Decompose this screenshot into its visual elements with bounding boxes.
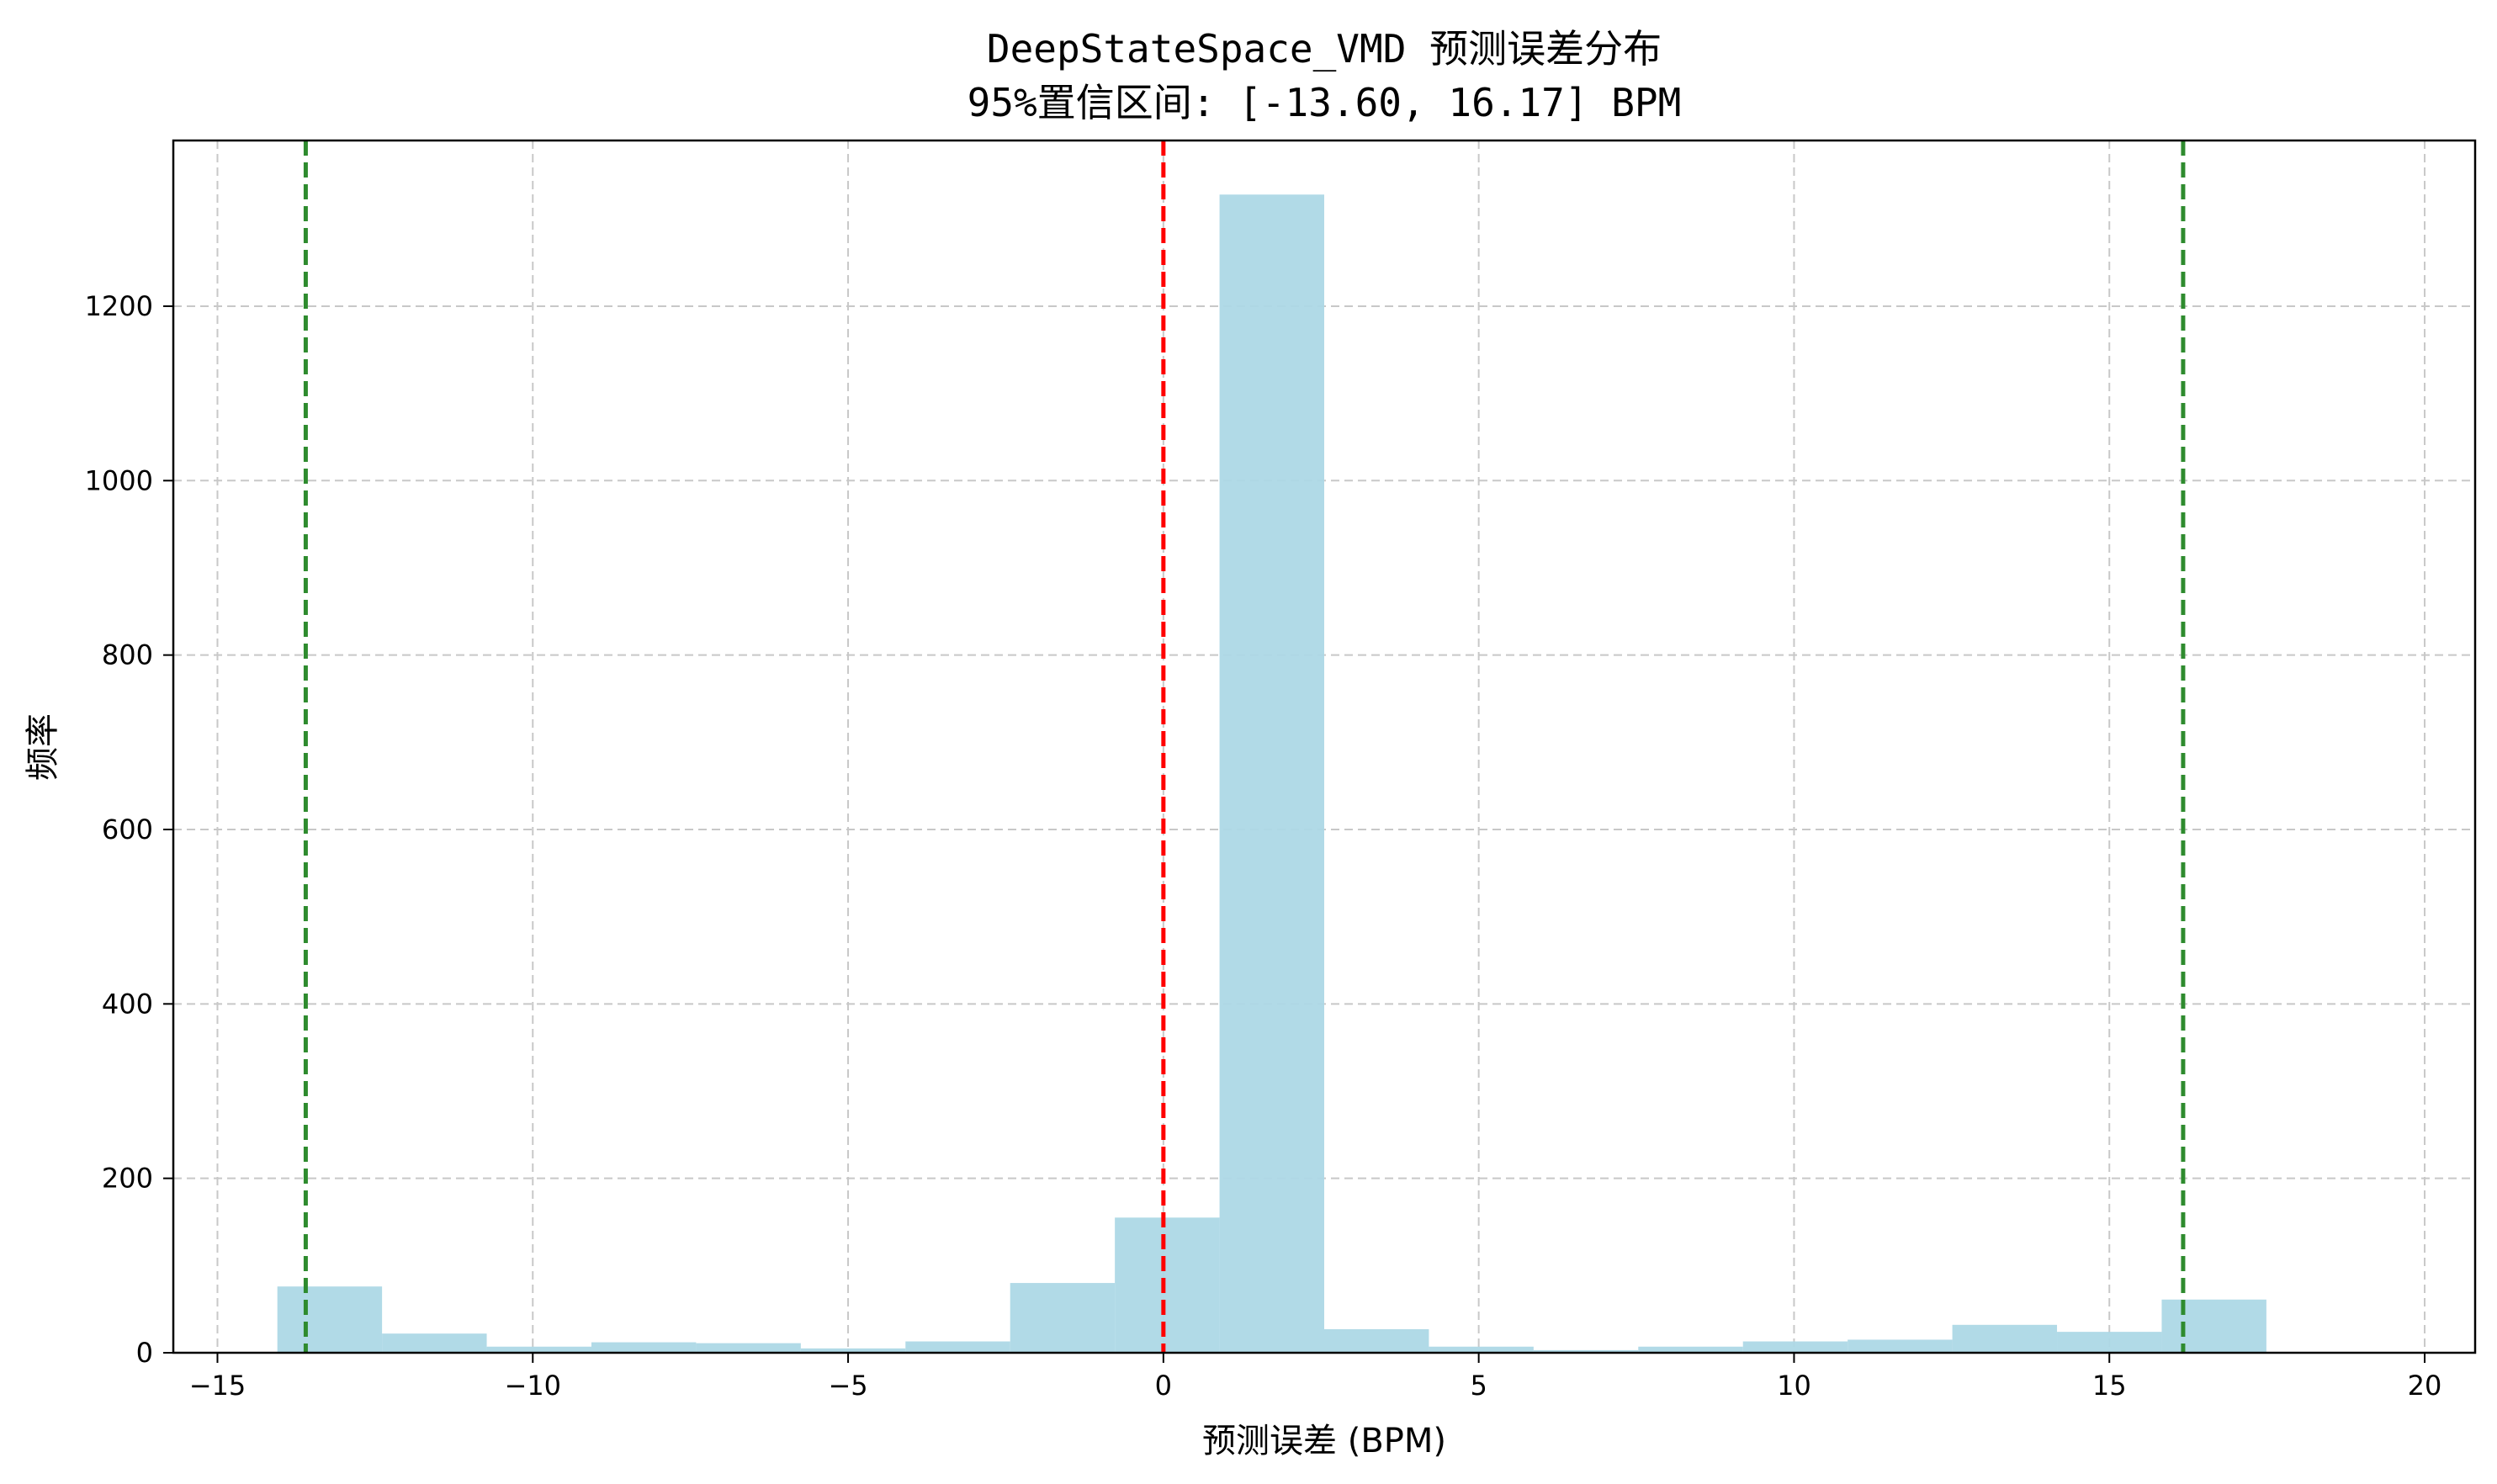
histogram-bar [1219, 194, 1324, 1354]
histogram-bar [800, 1348, 906, 1353]
histogram-bar [696, 1343, 801, 1353]
y-axis-label: 频率 [24, 713, 62, 781]
plot-frame [172, 139, 2477, 1354]
y-tick-label: 0 [136, 1337, 153, 1369]
x-tick-label: 5 [1470, 1370, 1487, 1402]
histogram-bar [2161, 1299, 2266, 1353]
x-tick-label: −15 [189, 1370, 247, 1402]
histogram-bar [1952, 1324, 2058, 1353]
x-tick-label: 0 [1155, 1370, 1172, 1402]
histogram-bar [1742, 1341, 1848, 1353]
chart-subtitle: 95%置信区间: [-13.60, 16.17] BPM [968, 80, 1682, 125]
histogram-bar [1638, 1346, 1743, 1353]
histogram-bar [1324, 1329, 1429, 1353]
histogram-bar [591, 1342, 697, 1353]
histogram-bar [1115, 1217, 1220, 1353]
x-tick-label: 20 [2408, 1370, 2442, 1402]
y-tick-label: 200 [102, 1163, 153, 1195]
histogram-bar [2057, 1332, 2162, 1353]
x-axis-label: 预测误差 (BPM) [1202, 1422, 1446, 1460]
histogram-bars [277, 194, 2266, 1354]
histogram-bar [486, 1346, 591, 1353]
y-tick-label: 1200 [85, 290, 153, 322]
y-tick-label: 1000 [85, 464, 153, 496]
x-tick-label: −5 [828, 1370, 867, 1402]
x-tick-label: 15 [2092, 1370, 2127, 1402]
histogram-bar [905, 1341, 1010, 1353]
y-axis-ticks: 0 200 400 600 800 1000 1200 [85, 290, 173, 1369]
reference-lines [303, 140, 2186, 1353]
histogram-bar [1010, 1283, 1116, 1353]
y-tick-label: 600 [102, 814, 153, 845]
x-axis-ticks: −15 −10 −5 0 5 10 15 20 [189, 1353, 2442, 1402]
y-tick-label: 800 [102, 639, 153, 671]
histogram-bar [1848, 1339, 1953, 1353]
histogram-bar [1429, 1346, 1534, 1353]
histogram-bar [1533, 1349, 1639, 1353]
x-tick-label: −10 [505, 1370, 562, 1402]
histogram-bar [277, 1286, 383, 1353]
chart-title: DeepStateSpace_VMD 预测误差分布 [987, 26, 1662, 72]
histogram-bar [382, 1333, 487, 1353]
x-tick-label: 10 [1777, 1370, 1811, 1402]
y-tick-label: 400 [102, 988, 153, 1020]
